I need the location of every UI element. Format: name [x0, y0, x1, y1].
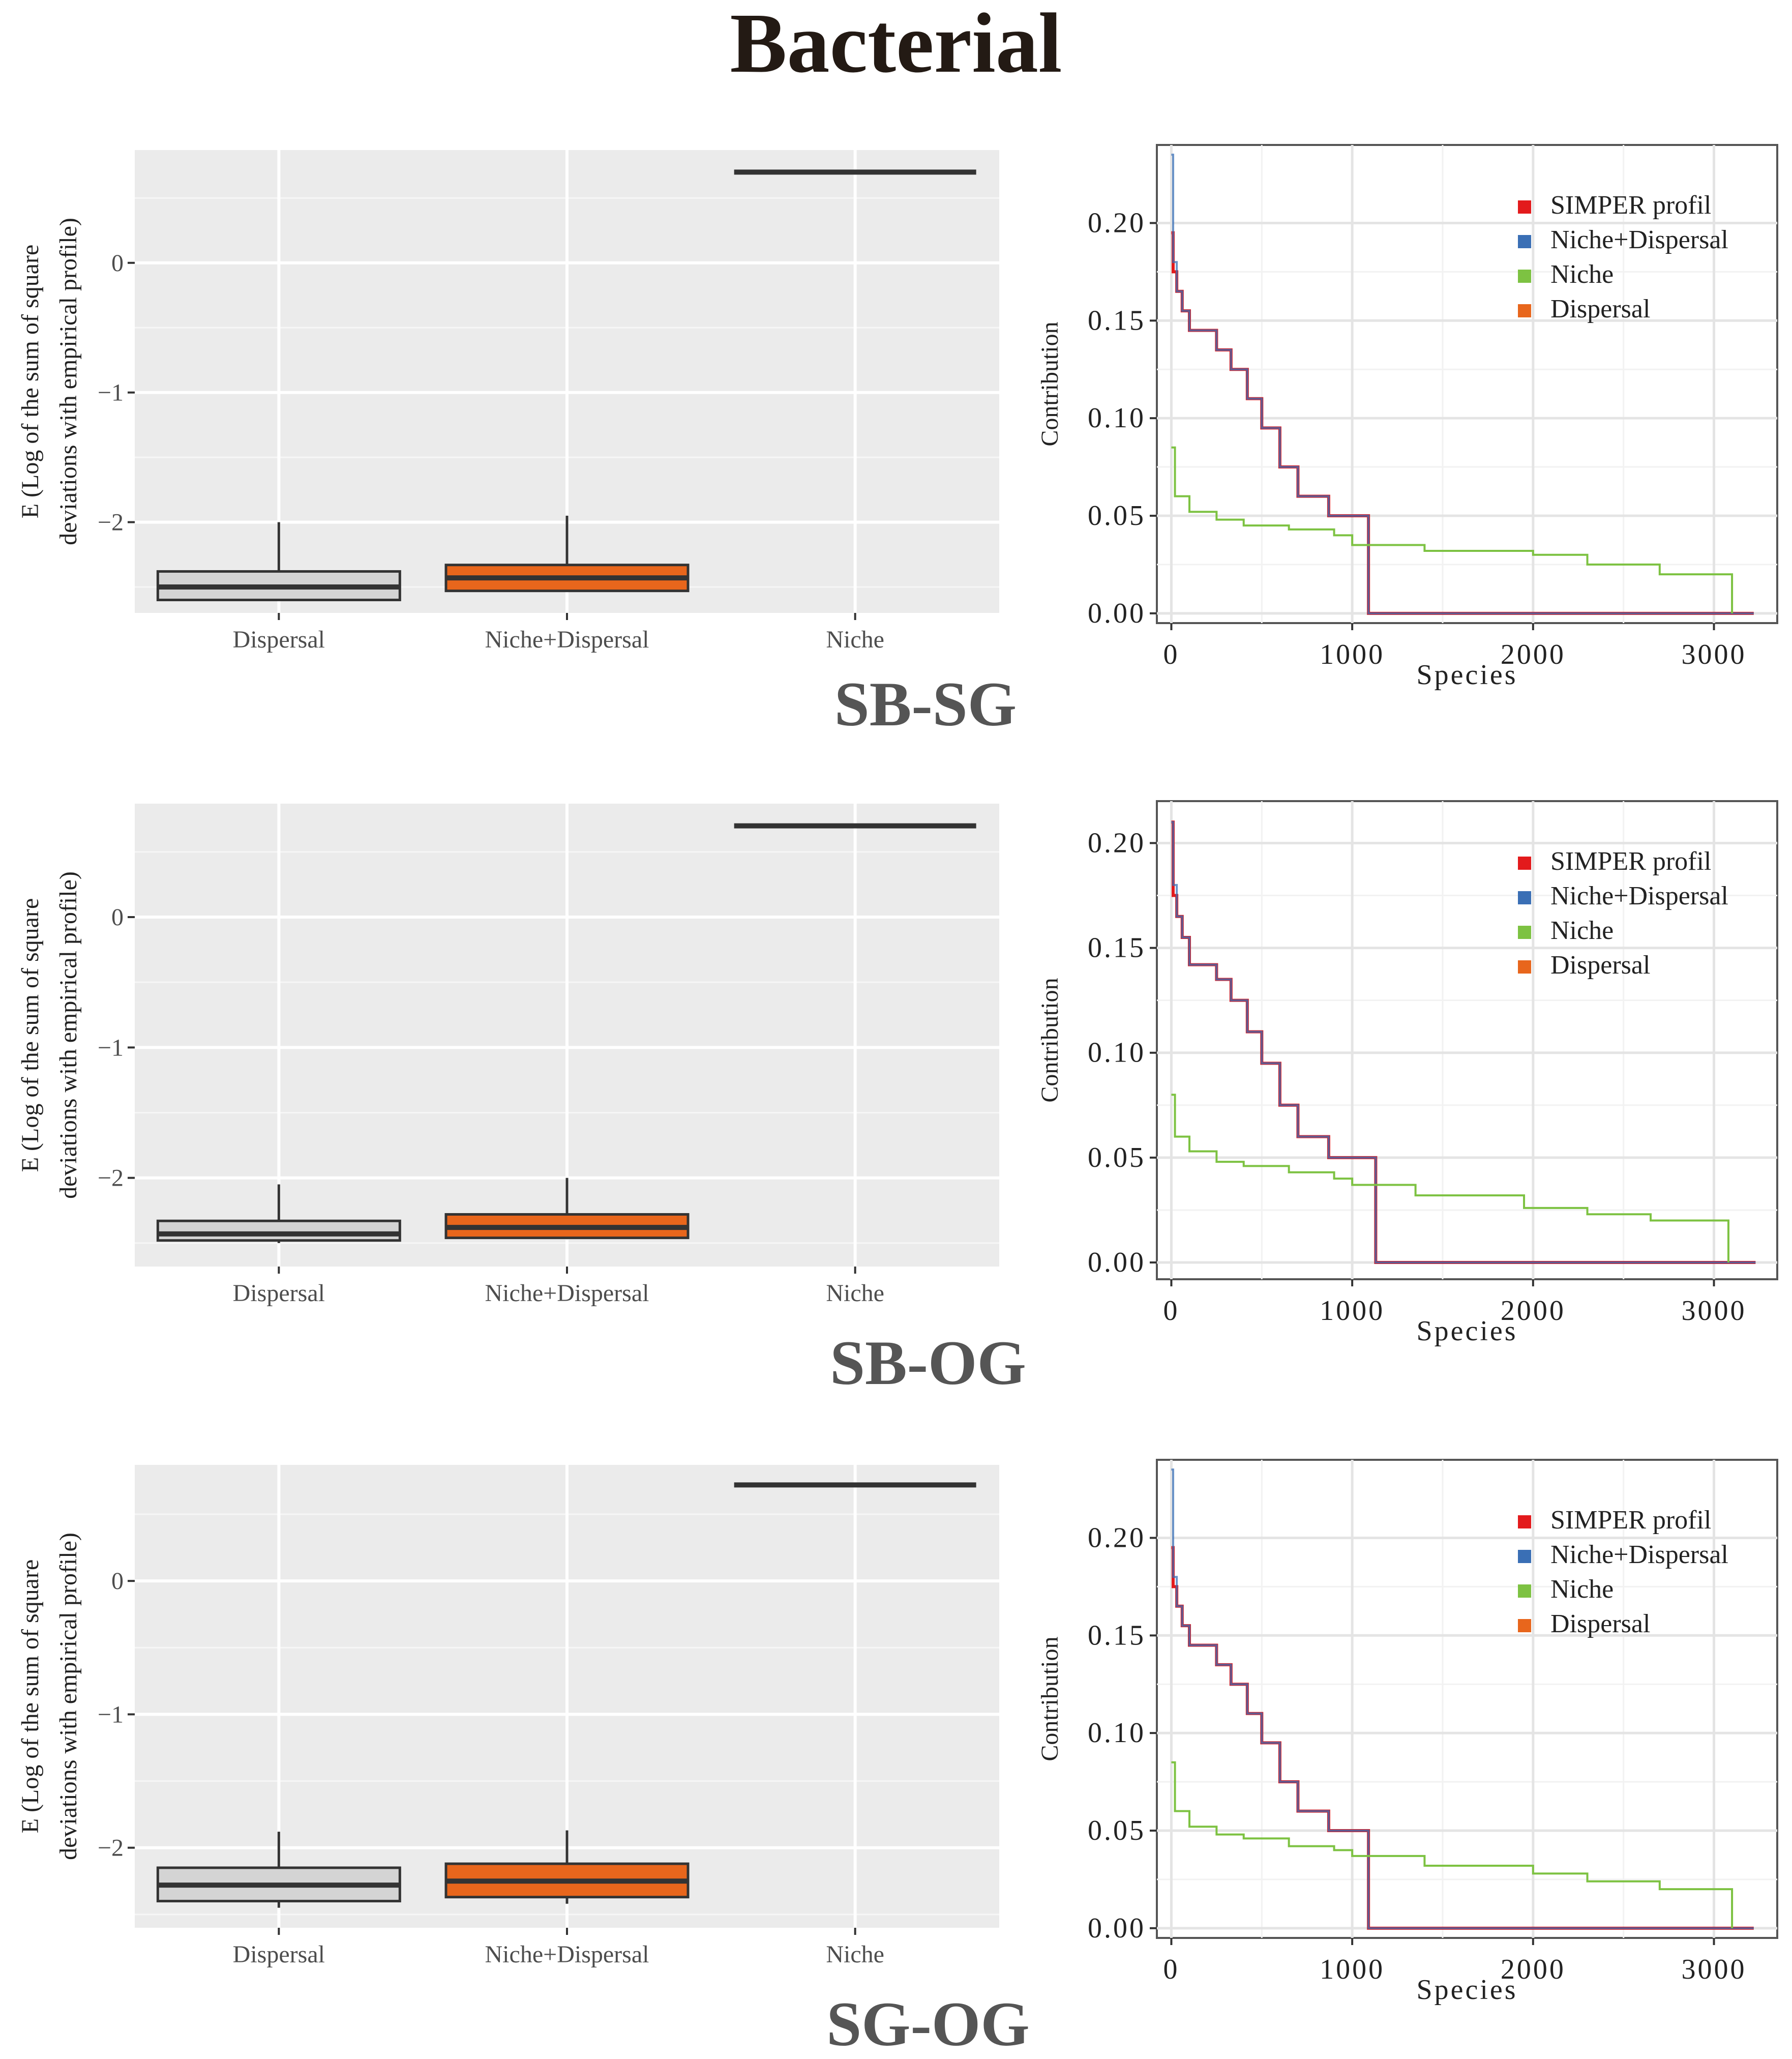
x-tick-label: 2000: [1501, 1295, 1566, 1327]
legend-label: Niche: [1550, 1575, 1614, 1604]
y-tick-label: 0.15: [1088, 305, 1146, 336]
y-tick-label: −1: [98, 379, 124, 406]
x-tick-label: 3000: [1682, 1295, 1747, 1327]
x-tick-label: 0: [1163, 1954, 1179, 1985]
y-tick-label: −2: [98, 1165, 124, 1192]
panel-label-sb-og: SB-OG: [830, 1328, 1026, 1398]
y-tick-label: 0.10: [1088, 1717, 1146, 1749]
legend-label: Niche+Dispersal: [1550, 881, 1728, 910]
x-tick-label: 1000: [1320, 1295, 1385, 1327]
y-axis-title: Contribution: [1036, 978, 1063, 1102]
x-tick-label-niche: Niche: [826, 1941, 884, 1968]
y-tick-label: −1: [98, 1701, 124, 1728]
x-tick-label-niche: Niche: [826, 626, 884, 653]
y-tick-label: −2: [98, 509, 124, 536]
panel-label-sb-sg: SB-SG: [834, 669, 1017, 739]
series-line-niche: [1171, 1094, 1729, 1263]
y-tick-label: 0: [111, 904, 124, 931]
x-tick-label: 0: [1163, 639, 1179, 670]
y-tick-label: 0.15: [1088, 932, 1146, 964]
legend-key-dispersal: [1518, 960, 1531, 974]
x-tick-label: 0: [1163, 1295, 1179, 1327]
line-panel-frame-sg-og: [1156, 1459, 1778, 1939]
y-axis-title: Contribution: [1036, 1636, 1063, 1761]
legend-key-dispersal: [1518, 304, 1531, 317]
y-tick-label: 0: [111, 1568, 124, 1595]
line-panel-frame-sb-sg: [1156, 144, 1778, 624]
legend-label: Niche: [1550, 916, 1614, 945]
series-line-niche: [1171, 446, 1734, 613]
x-tick-label-niche-dispersal: Niche+Dispersal: [485, 1941, 649, 1968]
legend-label: Dispersal: [1550, 295, 1650, 323]
y-tick-label: 0.20: [1088, 207, 1146, 239]
y-tick-label: 0.00: [1088, 1247, 1146, 1278]
y-tick-label: 0.00: [1088, 598, 1146, 629]
series-line-niche-dispersal: [1171, 1468, 1754, 1929]
x-tick-label: 3000: [1682, 639, 1747, 670]
y-tick-label: 0.15: [1088, 1620, 1146, 1651]
legend-key-niche: [1518, 926, 1531, 939]
legend-key-niche: [1518, 270, 1531, 283]
y-axis-title: E (Log of the sum of square: [17, 1560, 44, 1834]
legend-label: Niche+Dispersal: [1550, 225, 1728, 254]
legend-label: SIMPER profil: [1550, 191, 1711, 220]
legend-key-niche-dispersal: [1518, 1550, 1531, 1563]
x-tick-label: 1000: [1320, 1954, 1385, 1985]
y-axis-title: deviations with empirical profile): [55, 1533, 82, 1860]
legend-label: Dispersal: [1550, 951, 1650, 980]
y-axis-title: E (Log of the sum of square: [17, 245, 44, 519]
y-tick-label: 0.20: [1088, 827, 1146, 859]
y-axis-title: deviations with empirical profile): [55, 218, 82, 545]
legend-key-niche-dispersal: [1518, 891, 1531, 904]
legend-label: Dispersal: [1550, 1609, 1650, 1638]
series-line-niche-dispersal: [1171, 821, 1756, 1264]
x-tick-label: 2000: [1501, 1954, 1566, 1985]
legend-key-niche-dispersal: [1518, 235, 1531, 248]
legend-label: SIMPER profil: [1550, 847, 1711, 876]
legend-key-simper-profil: [1518, 200, 1531, 214]
y-tick-label: −1: [98, 1034, 124, 1061]
legend-key-niche: [1518, 1584, 1531, 1598]
y-tick-label: 0.05: [1088, 1142, 1146, 1173]
y-tick-label: 0.20: [1088, 1522, 1146, 1553]
panel-label-sg-og: SG-OG: [826, 1989, 1030, 2059]
legend-label: Niche: [1550, 260, 1614, 289]
series-line-niche: [1171, 1761, 1734, 1928]
y-axis-title: deviations with empirical profile): [55, 871, 82, 1199]
x-tick-label-niche-dispersal: Niche+Dispersal: [485, 1280, 649, 1307]
y-tick-label: 0.10: [1088, 1037, 1146, 1069]
y-tick-label: 0: [111, 250, 124, 277]
y-axis-title: E (Log of the sum of square: [17, 898, 44, 1172]
x-tick-label-niche: Niche: [826, 1280, 884, 1307]
legend-label: Niche+Dispersal: [1550, 1540, 1728, 1569]
y-tick-label: 0.05: [1088, 500, 1146, 532]
x-tick-label: 3000: [1682, 1954, 1747, 1985]
x-tick-label: 1000: [1320, 639, 1385, 670]
legend-label: SIMPER profil: [1550, 1506, 1711, 1535]
x-tick-label-dispersal: Dispersal: [233, 1280, 325, 1307]
x-tick-label-dispersal: Dispersal: [233, 1941, 325, 1968]
figure-title: Bacterial: [730, 0, 1062, 91]
y-axis-title: Contribution: [1036, 321, 1063, 446]
y-tick-label: 0.10: [1088, 402, 1146, 434]
x-axis-title: Species: [1416, 1315, 1517, 1347]
x-tick-label-niche-dispersal: Niche+Dispersal: [485, 626, 649, 653]
x-tick-label-dispersal: Dispersal: [233, 626, 325, 653]
legend-key-dispersal: [1518, 1619, 1531, 1632]
legend-key-simper-profil: [1518, 1515, 1531, 1528]
x-axis-title: Species: [1416, 659, 1517, 691]
x-tick-label: 2000: [1501, 639, 1566, 670]
legend-key-simper-profil: [1518, 857, 1531, 870]
y-tick-label: 0.05: [1088, 1815, 1146, 1846]
y-tick-label: 0.00: [1088, 1913, 1146, 1944]
y-tick-label: −2: [98, 1835, 124, 1862]
series-line-niche-dispersal: [1171, 154, 1754, 614]
box-dispersal: [156, 1219, 401, 1242]
x-axis-title: Species: [1416, 1974, 1517, 2006]
